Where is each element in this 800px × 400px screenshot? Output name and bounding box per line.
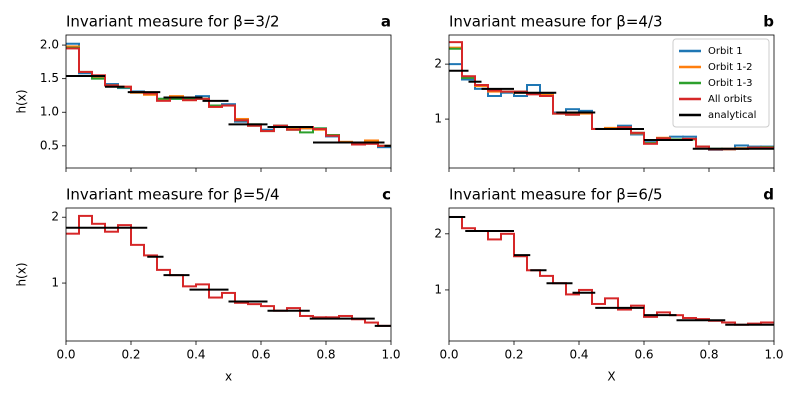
- x-tick-label: 0.0: [56, 348, 75, 362]
- y-tick-label: 1.5: [40, 71, 59, 85]
- panel-label: c: [382, 186, 391, 204]
- x-tick-label: 0.6: [251, 348, 270, 362]
- x-tick-label: 0.0: [439, 348, 458, 362]
- x-tick-label: 0.4: [186, 348, 205, 362]
- legend-label: Orbit 1-3: [708, 78, 753, 89]
- x-tick-label: 0.8: [699, 348, 718, 362]
- plot-area: [449, 215, 774, 326]
- plot-area: [66, 214, 391, 327]
- y-tick-label: 1: [51, 276, 59, 290]
- panel-title: Invariant measure for β=3/2: [66, 13, 280, 31]
- y-tick-label: 1: [434, 282, 442, 296]
- axes-frame: [65, 207, 392, 342]
- y-tick-label: 2: [434, 226, 442, 240]
- panel-label: d: [763, 186, 774, 204]
- panel-title: Invariant measure for β=6/5: [449, 186, 663, 204]
- y-tick-label: 2.0: [40, 38, 59, 52]
- legend-label: analytical: [708, 110, 756, 121]
- legend-label: All orbits: [708, 94, 752, 105]
- panel-title: Invariant measure for β=5/4: [66, 186, 280, 204]
- y-tick-label: 0.5: [40, 138, 59, 152]
- x-tick-label: 0.2: [121, 348, 140, 362]
- y-tick-label: 1: [434, 112, 442, 126]
- x-axis-label: X: [607, 370, 615, 384]
- y-tick-label: 1.0: [40, 105, 59, 119]
- axes-frame: [65, 34, 392, 169]
- y-tick-label: 2: [51, 210, 59, 224]
- plot-area: [66, 42, 391, 149]
- panel-label: a: [381, 13, 391, 31]
- legend-label: Orbit 1: [708, 46, 743, 57]
- y-axis-label: h(x): [15, 262, 29, 286]
- legend-box: [672, 38, 770, 128]
- legend-label: Orbit 1-2: [708, 62, 753, 73]
- x-tick-label: 0.2: [504, 348, 523, 362]
- y-axis-label: h(x): [15, 89, 29, 113]
- x-axis-label: x: [225, 370, 232, 384]
- axes-frame: [448, 34, 775, 169]
- plot-area: [449, 41, 774, 151]
- panel-title: Invariant measure for β=4/3: [449, 13, 663, 31]
- x-tick-label: 1.0: [764, 348, 783, 362]
- panel-label: b: [763, 13, 774, 31]
- x-tick-label: 0.8: [316, 348, 335, 362]
- axes-frame: [448, 207, 775, 342]
- x-tick-label: 0.6: [634, 348, 653, 362]
- x-tick-label: 0.4: [569, 348, 588, 362]
- y-tick-label: 2: [434, 57, 442, 71]
- x-tick-label: 1.0: [381, 348, 400, 362]
